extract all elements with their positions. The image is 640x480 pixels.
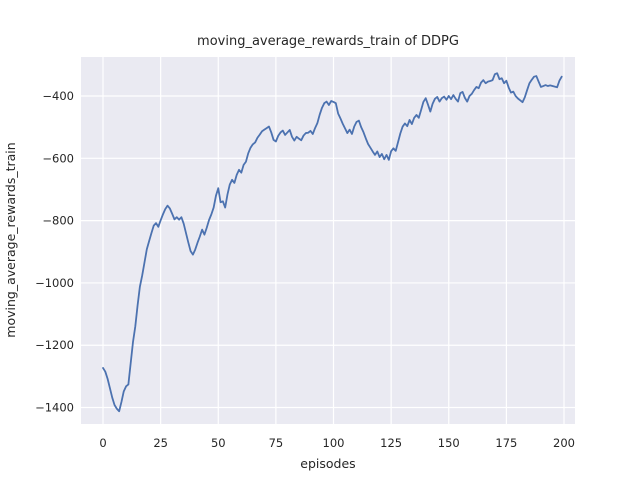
- y-tick-label: −1000: [35, 276, 74, 290]
- x-tick-label: 50: [211, 436, 226, 450]
- chart-title: moving_average_rewards_train of DDPG: [197, 34, 459, 49]
- y-tick-label: −800: [42, 214, 74, 228]
- plot-background: [81, 57, 575, 424]
- x-tick-label: 25: [153, 436, 168, 450]
- x-tick-label: 175: [495, 436, 517, 450]
- x-tick-label: 125: [380, 436, 402, 450]
- tick-labels: 0 25 50 75 100 125 150 175 200 −400 −600 −800 −1000 −…: [35, 89, 575, 450]
- gridlines: [81, 57, 575, 424]
- x-tick-label: 100: [323, 436, 345, 450]
- x-axis-label: episodes: [300, 456, 355, 471]
- y-tick-label: −1400: [35, 401, 74, 415]
- x-tick-label: 75: [269, 436, 284, 450]
- x-tick-label: 0: [99, 436, 106, 450]
- x-tick-label: 200: [553, 436, 575, 450]
- series-line: [102, 72, 563, 413]
- x-tick-label: 150: [438, 436, 460, 450]
- y-tick-label: −400: [42, 89, 74, 103]
- y-tick-label: −1200: [35, 338, 74, 352]
- y-tick-label: −600: [42, 151, 74, 165]
- y-axis-label: moving_average_rewards_train: [3, 142, 18, 337]
